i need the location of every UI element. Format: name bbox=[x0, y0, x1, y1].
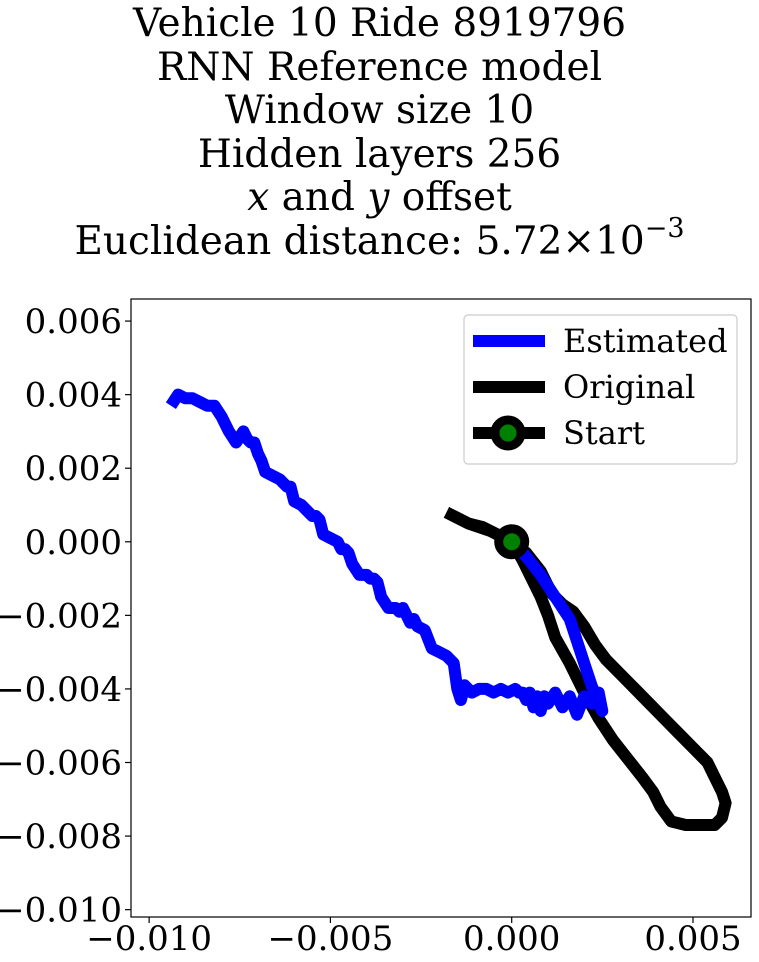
offset-y-symbol: y bbox=[367, 175, 390, 220]
legend-box bbox=[463, 314, 738, 465]
chart-title: Vehicle 10 Ride 8919796 RNN Reference mo… bbox=[0, 2, 759, 263]
distance-text: Euclidean distance: 5.72×10 bbox=[74, 218, 645, 264]
legend-label-start: Start bbox=[563, 414, 645, 452]
offset-and-text: and bbox=[269, 175, 368, 220]
title-line-2: RNN Reference model bbox=[156, 44, 603, 90]
legend-label-estimated: Estimated bbox=[563, 322, 728, 360]
offset-rest-text: offset bbox=[389, 175, 512, 220]
y-axis: 0.006 0.004 0.002 0.000 −0.002 −0.004 −0.006 −0… bbox=[0, 302, 131, 931]
y-tick-label: −0.006 bbox=[0, 744, 122, 784]
x-axis: −0.010 −0.005 0.000 0.005 bbox=[86, 917, 742, 959]
series-line-estimated bbox=[165, 388, 609, 721]
x-tick-label: −0.010 bbox=[86, 919, 212, 959]
y-tick-label: −0.010 bbox=[0, 891, 122, 931]
title-line-4: Hidden layers 256 bbox=[197, 131, 562, 177]
distance-exponent: −3 bbox=[644, 212, 685, 244]
y-tick-label: −0.008 bbox=[0, 817, 122, 857]
legend-swatch-start-marker bbox=[490, 415, 526, 451]
x-tick-label: −0.005 bbox=[268, 919, 394, 959]
x-tick-label: 0.005 bbox=[644, 919, 741, 959]
legend: Estimated Original Start bbox=[463, 314, 738, 465]
axes-frame bbox=[130, 298, 752, 918]
y-tick-label: 0.006 bbox=[25, 302, 122, 342]
y-tick-label: −0.004 bbox=[0, 670, 122, 710]
offset-x-symbol: x bbox=[247, 175, 270, 220]
series-layer bbox=[165, 388, 732, 831]
title-line-distance: Euclidean distance: 5.72×10−3 bbox=[0, 215, 759, 264]
title-line-1: Vehicle 10 Ride 8919796 bbox=[132, 1, 627, 46]
y-tick-label: 0.002 bbox=[25, 449, 122, 489]
y-tick-label: 0.000 bbox=[25, 523, 122, 563]
y-tick-label: 0.004 bbox=[25, 376, 122, 416]
start-marker bbox=[494, 524, 530, 560]
title-line-offset: x and y offset bbox=[0, 176, 759, 220]
x-tick-label: 0.000 bbox=[463, 919, 560, 959]
y-tick-label: −0.002 bbox=[0, 596, 122, 636]
title-line-3: Window size 10 bbox=[224, 88, 535, 133]
legend-label-original: Original bbox=[563, 368, 695, 406]
